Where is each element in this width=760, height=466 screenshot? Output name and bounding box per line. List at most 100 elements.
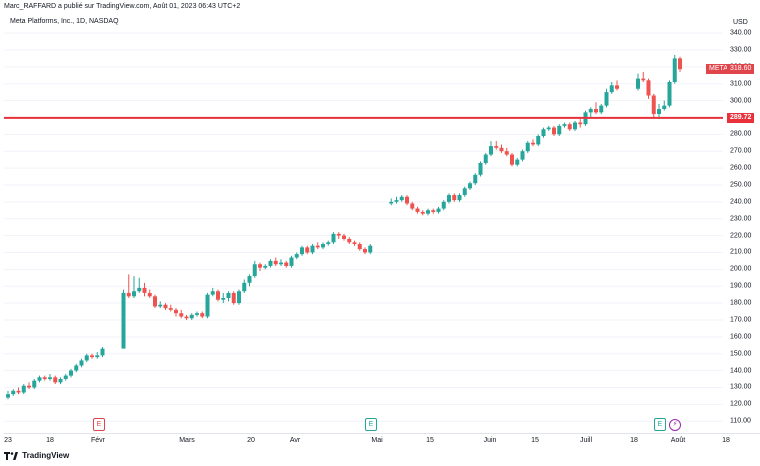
candle-body[interactable]	[405, 196, 409, 204]
candle-body[interactable]	[6, 394, 10, 398]
candle-body[interactable]	[420, 211, 425, 214]
candle-body[interactable]	[216, 291, 220, 300]
candle-body[interactable]	[58, 379, 63, 383]
candle-body[interactable]	[394, 200, 399, 202]
candle-body[interactable]	[525, 142, 530, 152]
candle-body[interactable]	[562, 124, 567, 126]
candle-body[interactable]	[210, 291, 215, 295]
candle-body[interactable]	[242, 282, 247, 292]
candle-body[interactable]	[132, 291, 136, 297]
candle-body[interactable]	[268, 260, 273, 266]
chart-plot-area[interactable]	[4, 28, 723, 433]
candle-body[interactable]	[599, 105, 604, 113]
candle-body[interactable]	[452, 195, 457, 201]
candle-body[interactable]	[520, 151, 525, 160]
candle-body[interactable]	[494, 146, 499, 148]
candle-body[interactable]	[273, 260, 278, 265]
candle-body[interactable]	[48, 377, 52, 379]
candle-body[interactable]	[27, 385, 31, 388]
candle-body[interactable]	[100, 348, 105, 356]
candle-body[interactable]	[651, 95, 656, 115]
candle-body[interactable]	[321, 244, 325, 248]
candle-body[interactable]	[410, 203, 415, 209]
candle-body[interactable]	[436, 208, 441, 212]
candle-body[interactable]	[279, 262, 283, 265]
candle-body[interactable]	[672, 58, 677, 82]
candle-body[interactable]	[478, 163, 483, 175]
candle-body[interactable]	[95, 355, 100, 358]
candle-body[interactable]	[258, 264, 262, 268]
candle-body[interactable]	[153, 296, 157, 307]
candle-body[interactable]	[573, 122, 577, 130]
candle-body[interactable]	[636, 78, 640, 89]
candle-body[interactable]	[179, 313, 184, 317]
candle-body[interactable]	[137, 287, 142, 292]
candle-body[interactable]	[646, 80, 651, 96]
candle-body[interactable]	[662, 105, 667, 109]
candle-body[interactable]	[541, 129, 546, 136]
candle-body[interactable]	[79, 360, 84, 366]
candle-body[interactable]	[237, 291, 241, 304]
candle-body[interactable]	[158, 304, 163, 307]
earnings-event-icon[interactable]: E	[93, 418, 105, 431]
candle-body[interactable]	[347, 238, 352, 243]
candle-body[interactable]	[32, 380, 37, 388]
candle-body[interactable]	[363, 249, 367, 253]
candle-body[interactable]	[546, 127, 551, 130]
candle-body[interactable]	[184, 316, 189, 319]
candle-body[interactable]	[289, 257, 294, 266]
candle-body[interactable]	[536, 136, 541, 145]
candle-body[interactable]	[294, 254, 299, 258]
candle-body[interactable]	[90, 355, 94, 358]
candle-body[interactable]	[678, 58, 682, 70]
candle-body[interactable]	[641, 78, 646, 81]
candle-body[interactable]	[657, 109, 661, 115]
candle-body[interactable]	[147, 292, 152, 297]
candlestick-chart[interactable]	[4, 28, 723, 433]
candle-body[interactable]	[447, 195, 451, 202]
candle-body[interactable]	[205, 294, 210, 317]
candle-body[interactable]	[515, 159, 520, 165]
candle-body[interactable]	[163, 304, 168, 309]
candle-body[interactable]	[552, 127, 556, 135]
earnings-event-icon[interactable]: E	[654, 418, 666, 431]
candle-body[interactable]	[489, 146, 493, 155]
candle-body[interactable]	[200, 313, 205, 317]
candle-body[interactable]	[441, 201, 446, 209]
candle-body[interactable]	[426, 210, 430, 214]
candle-body[interactable]	[126, 292, 131, 297]
candle-body[interactable]	[74, 365, 79, 371]
candle-body[interactable]	[168, 308, 173, 310]
candle-body[interactable]	[300, 247, 304, 255]
candle-body[interactable]	[615, 85, 619, 89]
candle-body[interactable]	[310, 245, 315, 253]
earnings-event-icon[interactable]: E	[365, 418, 377, 431]
candle-body[interactable]	[468, 183, 472, 189]
candle-body[interactable]	[331, 233, 336, 243]
candle-body[interactable]	[594, 109, 598, 113]
candle-body[interactable]	[69, 370, 73, 376]
candle-body[interactable]	[357, 244, 362, 250]
candle-body[interactable]	[63, 375, 68, 379]
candle-body[interactable]	[221, 298, 226, 300]
candle-body[interactable]	[431, 210, 436, 212]
candle-body[interactable]	[368, 245, 373, 253]
candle-body[interactable]	[315, 245, 320, 248]
candle-body[interactable]	[342, 235, 346, 239]
candle-body[interactable]	[284, 262, 289, 266]
candle-body[interactable]	[84, 355, 89, 361]
candle-body[interactable]	[473, 174, 478, 184]
candle-body[interactable]	[305, 247, 310, 253]
candle-body[interactable]	[142, 287, 147, 293]
candle-body[interactable]	[53, 377, 58, 383]
candle-body[interactable]	[483, 154, 488, 163]
candle-body[interactable]	[504, 151, 509, 155]
candle-body[interactable]	[588, 109, 593, 113]
candle-body[interactable]	[11, 390, 16, 395]
candle-body[interactable]	[389, 201, 394, 204]
candle-body[interactable]	[247, 276, 252, 283]
candle-body[interactable]	[352, 242, 357, 244]
price-axis[interactable]: 110.00 120.00 130.00 140.00 150.00 160.00 170.…	[724, 28, 760, 433]
candle-body[interactable]	[567, 124, 572, 130]
candle-body[interactable]	[557, 125, 562, 135]
